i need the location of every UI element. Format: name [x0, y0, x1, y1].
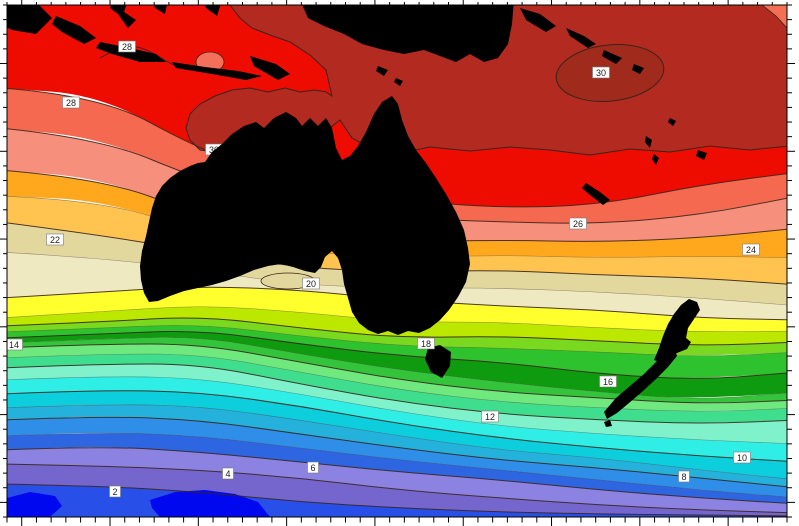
temp-band-4-6 [7, 447, 787, 513]
temp-band-20-21 [7, 252, 787, 320]
land-vanuatu-2 [652, 154, 659, 165]
contour-label-8: 8 [678, 470, 690, 483]
svg-text:12: 12 [485, 412, 495, 422]
svg-text:2: 2 [112, 487, 117, 497]
isotherm-7 [7, 433, 787, 498]
land-nz-north-island [654, 299, 700, 362]
svg-text:6: 6 [310, 463, 315, 473]
svg-text:30: 30 [596, 68, 606, 78]
contour-loop-30 [555, 44, 665, 102]
isotherm-18 [7, 317, 787, 346]
contour-label-10: 10 [733, 451, 751, 464]
temp-band-6-7 [7, 433, 787, 504]
land-new-caledonia [582, 183, 610, 205]
land-indonesia-chain [52, 16, 96, 44]
cold-pocket-0 [7, 492, 62, 517]
temp-band-7-8 [7, 417, 787, 498]
contour-label-6: 6 [307, 461, 319, 474]
land-australia [140, 96, 470, 335]
svg-text:14: 14 [9, 340, 19, 350]
contour-label-18: 18 [417, 337, 435, 350]
svg-text:16: 16 [603, 377, 613, 387]
svg-text:8: 8 [681, 472, 686, 482]
temp-band-8-9 [7, 404, 787, 487]
temp-band-21-22 [7, 222, 787, 306]
plot-frame [6, 4, 788, 518]
svg-text:24: 24 [746, 245, 756, 255]
isotherm-8 [7, 416, 787, 488]
land-solomons-3 [632, 64, 644, 74]
svg-text:28: 28 [122, 42, 132, 52]
temp-band-15-16 [7, 331, 787, 398]
contour-label-30: 30 [592, 66, 610, 79]
temp-band-12-13 [7, 354, 787, 423]
land-torres-islet-1 [376, 66, 388, 76]
cold-pocket-1 [150, 490, 270, 517]
temp-band-11-12 [7, 364, 787, 444]
contour-label-28: 28 [118, 40, 136, 53]
land-stewart-island [604, 420, 612, 427]
temp-band-26-27 [7, 88, 787, 224]
svg-text:20: 20 [306, 279, 316, 289]
land-sulawesi-2 [153, 5, 167, 14]
land-sumatra-corner [7, 5, 52, 34]
isotherm-17 [7, 325, 787, 357]
corner-wedge [761, 5, 787, 29]
isotherm-2 [7, 483, 787, 517]
contour-label-16: 16 [599, 375, 617, 388]
temp-band-22-23 [7, 196, 787, 285]
temp-band-14-15 [7, 337, 787, 403]
land-new-britain [520, 8, 556, 32]
isotherm-12 [7, 363, 787, 424]
temp-band-9-10 [7, 390, 787, 479]
temp-band-2-4 [7, 464, 787, 516]
land-fiji [696, 150, 707, 160]
land-torres-islet-2 [394, 78, 403, 86]
svg-text:28: 28 [66, 98, 76, 108]
svg-text:18: 18 [421, 339, 431, 349]
svg-text:30: 30 [209, 145, 219, 155]
isotherm-16 [7, 331, 787, 379]
land-islet-e [668, 118, 676, 126]
land-png-islets [445, 5, 460, 10]
contour-label-28: 28 [62, 96, 80, 109]
contour-label-20: 20 [302, 277, 320, 290]
land-new-guinea [302, 5, 514, 62]
contour-label-2: 2 [109, 485, 121, 498]
svg-text:26: 26 [573, 219, 583, 229]
isotherm-9 [7, 404, 787, 480]
contour-label-24: 24 [742, 243, 760, 256]
contour-label-14: 14 [7, 338, 23, 351]
isotherm-6 [7, 447, 787, 504]
contour-label-26: 26 [569, 217, 587, 230]
temp-band-10-11 [7, 376, 787, 462]
isotherm-10 [7, 390, 787, 462]
isotherm-4 [7, 463, 787, 514]
land-timor [250, 56, 290, 80]
svg-text:4: 4 [225, 469, 230, 479]
land-nz-south-island [604, 349, 677, 419]
contour-label-22: 22 [46, 233, 64, 246]
contour-label-4: 4 [222, 467, 234, 480]
land-solomons-1 [566, 28, 596, 48]
land-solomons-2 [602, 50, 622, 64]
land-moluccas [205, 5, 221, 16]
land-vanuatu-1 [645, 136, 652, 148]
land-lesser-sunda [172, 62, 262, 80]
isotherm-13 [7, 353, 787, 412]
svg-text:22: 22 [50, 235, 60, 245]
isotherm-14 [7, 343, 787, 404]
temp-band-16-17 [7, 325, 787, 378]
isotherm-11 [7, 376, 787, 444]
svg-text:10: 10 [737, 453, 747, 463]
contour-label-12: 12 [481, 410, 499, 423]
temp-band-13-14 [7, 344, 787, 411]
land-tasmania [425, 345, 451, 378]
land-sulawesi-1 [110, 5, 136, 28]
